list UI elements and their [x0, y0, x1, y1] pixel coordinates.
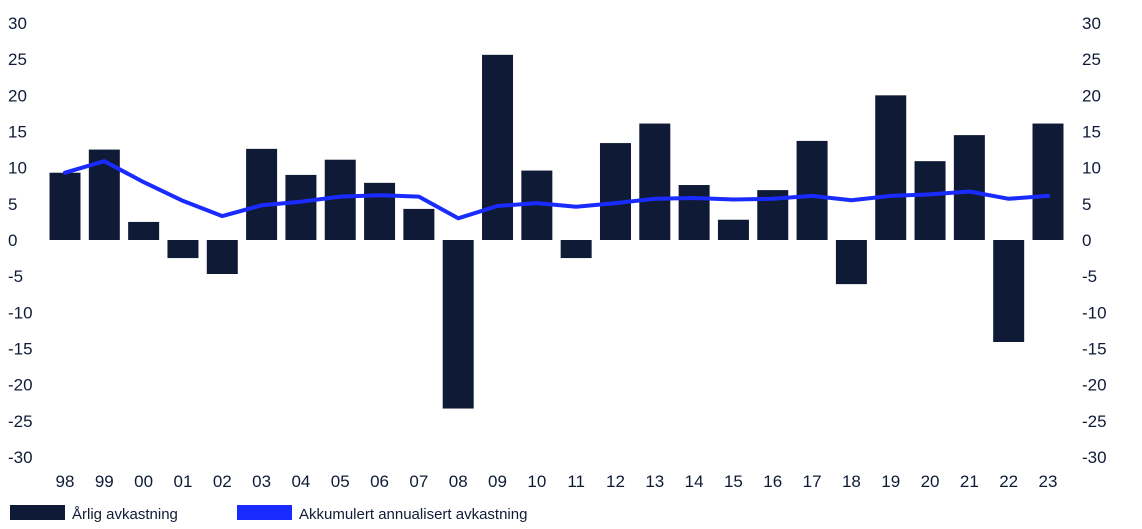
bar	[717, 219, 749, 240]
right-y-axis: 30 25 20 15 10 5 0 -5 -10 -15 -20 -25 -30	[1082, 14, 1107, 467]
right-y-tick-label: -15	[1082, 340, 1107, 359]
x-tick-label: 20	[921, 472, 940, 491]
bar	[482, 54, 514, 241]
bar	[1032, 123, 1064, 240]
x-tick-label: 04	[291, 472, 310, 491]
bar	[639, 123, 671, 240]
x-tick-label: 98	[56, 472, 75, 491]
x-tick-label: 15	[724, 472, 743, 491]
bar	[875, 95, 907, 240]
right-y-tick-label: -30	[1082, 448, 1107, 467]
bar	[678, 185, 710, 240]
bar	[796, 140, 828, 240]
legend-label-cumulative-return: Akkumulert annualisert avkastning	[299, 506, 527, 523]
x-tick-label: 23	[1039, 472, 1058, 491]
left-y-tick-label: -5	[8, 267, 23, 286]
legend: Årlig avkastning Akkumulert annualisert …	[10, 505, 527, 523]
x-tick-label: 18	[842, 472, 861, 491]
bar	[167, 240, 199, 259]
x-axis: 98 99 00 01 02 03 04 05 06 07 08 09 10 11 12 13 14 15 16 17…	[56, 472, 1058, 491]
bar-series	[49, 54, 1064, 409]
x-tick-label: 00	[134, 472, 153, 491]
left-y-tick-label: 20	[8, 86, 27, 105]
bar	[403, 208, 435, 240]
x-tick-label: 21	[960, 472, 979, 491]
bar	[560, 240, 592, 259]
left-y-tick-label: -10	[8, 303, 33, 322]
left-y-tick-label: -25	[8, 412, 33, 431]
bar	[442, 240, 474, 409]
x-tick-label: 22	[999, 472, 1018, 491]
bar	[993, 240, 1025, 342]
legend-label-annual-return: Årlig avkastning	[72, 506, 178, 523]
x-tick-label: 05	[331, 472, 350, 491]
right-y-tick-label: 5	[1082, 195, 1091, 214]
right-y-tick-label: -5	[1082, 267, 1097, 286]
bar	[835, 240, 867, 285]
bar	[285, 174, 317, 240]
x-tick-label: 19	[881, 472, 900, 491]
x-tick-label: 01	[173, 472, 192, 491]
left-y-tick-label: 15	[8, 123, 27, 142]
x-tick-label: 11	[567, 472, 585, 491]
x-tick-label: 03	[252, 472, 271, 491]
line-series	[63, 159, 1050, 221]
left-y-axis: 30 25 20 15 10 5 0 -5 -10 -15 -20 -25 -30	[8, 14, 33, 467]
right-y-tick-label: 25	[1082, 50, 1101, 69]
left-y-tick-label: -15	[8, 340, 33, 359]
x-tick-label: 06	[370, 472, 389, 491]
right-y-tick-label: -20	[1082, 376, 1107, 395]
bar	[128, 221, 160, 240]
bar	[599, 143, 631, 240]
left-y-tick-label: 30	[8, 14, 27, 33]
right-y-tick-label: 0	[1082, 231, 1091, 250]
legend-swatch-cumulative-return	[237, 505, 292, 520]
right-y-tick-label: -25	[1082, 412, 1107, 431]
bar	[953, 135, 985, 240]
left-y-tick-label: 5	[8, 195, 17, 214]
x-tick-label: 99	[95, 472, 114, 491]
left-y-tick-label: 0	[8, 231, 17, 250]
left-y-tick-label: 10	[8, 159, 27, 178]
left-y-tick-label: -20	[8, 376, 33, 395]
x-tick-label: 07	[409, 472, 428, 491]
right-y-tick-label: 10	[1082, 159, 1101, 178]
x-tick-label: 08	[449, 472, 468, 491]
bar	[206, 240, 238, 274]
x-tick-label: 17	[803, 472, 822, 491]
right-y-tick-label: 15	[1082, 123, 1101, 142]
right-y-tick-label: 30	[1082, 14, 1101, 33]
right-y-tick-label: -10	[1082, 303, 1107, 322]
x-tick-label: 02	[213, 472, 232, 491]
x-tick-label: 13	[645, 472, 664, 491]
x-tick-label: 16	[763, 472, 782, 491]
x-tick-label: 09	[488, 472, 507, 491]
left-y-tick-label: 25	[8, 50, 27, 69]
legend-swatch-annual-return	[10, 505, 65, 520]
bar	[246, 148, 278, 240]
bar	[49, 172, 81, 240]
x-tick-label: 12	[606, 472, 625, 491]
right-y-tick-label: 20	[1082, 86, 1101, 105]
x-tick-label: 14	[685, 472, 704, 491]
left-y-tick-label: -30	[8, 448, 33, 467]
bar	[914, 161, 946, 240]
bar	[364, 182, 396, 240]
x-tick-label: 10	[527, 472, 546, 491]
